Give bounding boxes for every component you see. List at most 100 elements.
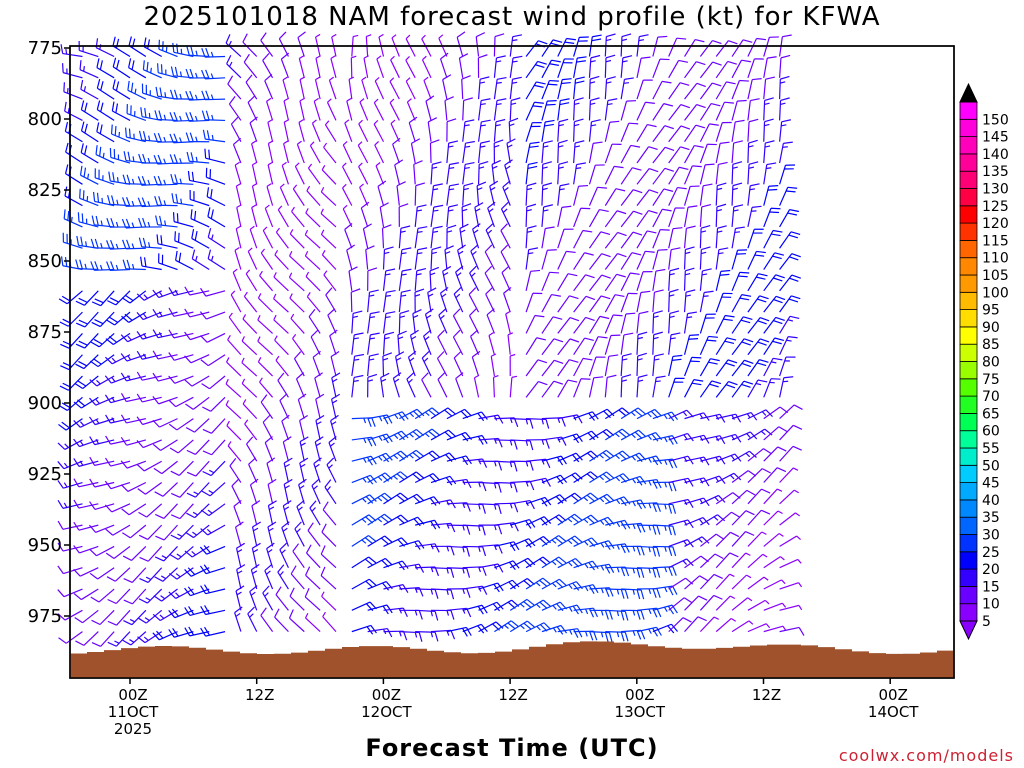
wind-barb xyxy=(200,503,226,517)
wind-barb xyxy=(557,379,578,398)
wind-barb xyxy=(731,489,756,505)
wind-barb xyxy=(747,139,758,164)
wind-barb xyxy=(305,208,321,228)
wind-barb xyxy=(525,292,543,313)
wind-barb xyxy=(763,316,785,334)
colorbar-cell xyxy=(959,412,978,432)
wind-barb xyxy=(421,55,432,79)
wind-barb xyxy=(201,69,226,80)
wind-barb xyxy=(541,99,557,121)
wind-barb xyxy=(652,167,675,185)
wind-barb xyxy=(763,118,774,142)
colorbar-label: 110 xyxy=(982,251,1009,267)
wind-barb xyxy=(500,223,511,249)
wind-barb xyxy=(525,81,546,100)
wind-barb xyxy=(573,184,589,206)
wind-barb xyxy=(283,119,290,142)
wind-barb xyxy=(169,111,194,122)
wind-barb xyxy=(715,617,737,633)
wind-barb xyxy=(604,231,627,249)
wind-barb xyxy=(185,132,210,143)
colorbar-label: 145 xyxy=(982,130,1009,146)
wind-barb xyxy=(296,499,305,526)
wind-barb xyxy=(425,95,435,121)
wind-barb xyxy=(494,579,520,590)
wind-barb xyxy=(205,167,226,185)
wind-barb xyxy=(398,268,412,291)
wind-barb xyxy=(526,458,551,469)
wind-barb xyxy=(652,80,672,100)
colorbar-cell xyxy=(959,136,978,155)
wind-barb xyxy=(429,139,440,164)
colorbar-bottom-arrow xyxy=(959,620,978,641)
wind-barb xyxy=(282,436,292,462)
wind-barb xyxy=(476,181,487,206)
wind-barb xyxy=(573,76,585,100)
wind-barb xyxy=(763,56,777,78)
wind-barb xyxy=(493,98,507,121)
wind-barb xyxy=(292,334,305,356)
wind-barb xyxy=(453,350,464,377)
wind-barb xyxy=(620,407,646,420)
wind-barb xyxy=(121,290,147,304)
wind-barb xyxy=(267,140,274,164)
wind-barb xyxy=(172,212,194,228)
x-tick-label: 12Z xyxy=(245,686,274,704)
wind-barb xyxy=(392,137,401,164)
wind-barb xyxy=(715,101,734,121)
wind-barb xyxy=(73,567,99,577)
wind-barb xyxy=(525,182,537,206)
wind-barb xyxy=(75,290,99,306)
wind-barb xyxy=(442,265,452,291)
wind-barb xyxy=(186,151,210,164)
wind-barb xyxy=(484,244,495,270)
wind-barb xyxy=(322,501,337,526)
wind-barb xyxy=(541,226,555,249)
wind-barb xyxy=(588,336,608,355)
wind-barb xyxy=(459,223,469,249)
wind-barb xyxy=(89,436,115,446)
wind-barb xyxy=(367,267,378,291)
wind-barb xyxy=(763,229,783,249)
wind-barb xyxy=(247,606,258,632)
wind-barb xyxy=(63,82,83,100)
wind-barb xyxy=(636,79,653,100)
wind-barb xyxy=(477,161,489,185)
wind-barb xyxy=(226,357,242,377)
wind-barb xyxy=(191,229,210,249)
wind-barb xyxy=(249,225,258,249)
wind-barb xyxy=(699,358,720,377)
wind-barb xyxy=(185,112,210,122)
wind-barb xyxy=(573,229,593,249)
wind-barb xyxy=(89,354,115,368)
wind-barb xyxy=(406,372,416,398)
wind-barb xyxy=(731,204,744,227)
wind-barb xyxy=(96,58,115,79)
wind-barb xyxy=(324,120,337,143)
wind-barb xyxy=(620,353,632,377)
wind-barb xyxy=(763,76,775,100)
wind-barb xyxy=(57,565,83,575)
terrain-surface xyxy=(70,641,954,678)
wind-barb xyxy=(279,542,289,568)
colorbar-cell xyxy=(959,516,978,535)
wind-barb xyxy=(260,607,274,632)
wind-barb xyxy=(604,76,616,100)
wind-barb xyxy=(605,450,631,462)
colorbar-label: 25 xyxy=(982,545,1000,561)
wind-barb xyxy=(557,628,583,638)
wind-barb xyxy=(309,500,321,526)
wind-barb xyxy=(652,331,663,355)
wind-barb xyxy=(235,225,242,249)
wind-barb xyxy=(668,354,683,377)
wind-barb xyxy=(200,524,226,536)
colorbar-label: 115 xyxy=(982,233,1009,249)
colorbar-label: 70 xyxy=(982,389,1000,405)
wind-barb xyxy=(89,567,115,580)
wind-barb xyxy=(430,183,443,206)
wind-barb xyxy=(557,37,576,57)
wind-barb xyxy=(283,478,293,504)
wind-barb xyxy=(446,626,472,637)
wind-barb xyxy=(187,170,210,185)
wind-barb xyxy=(683,267,695,291)
